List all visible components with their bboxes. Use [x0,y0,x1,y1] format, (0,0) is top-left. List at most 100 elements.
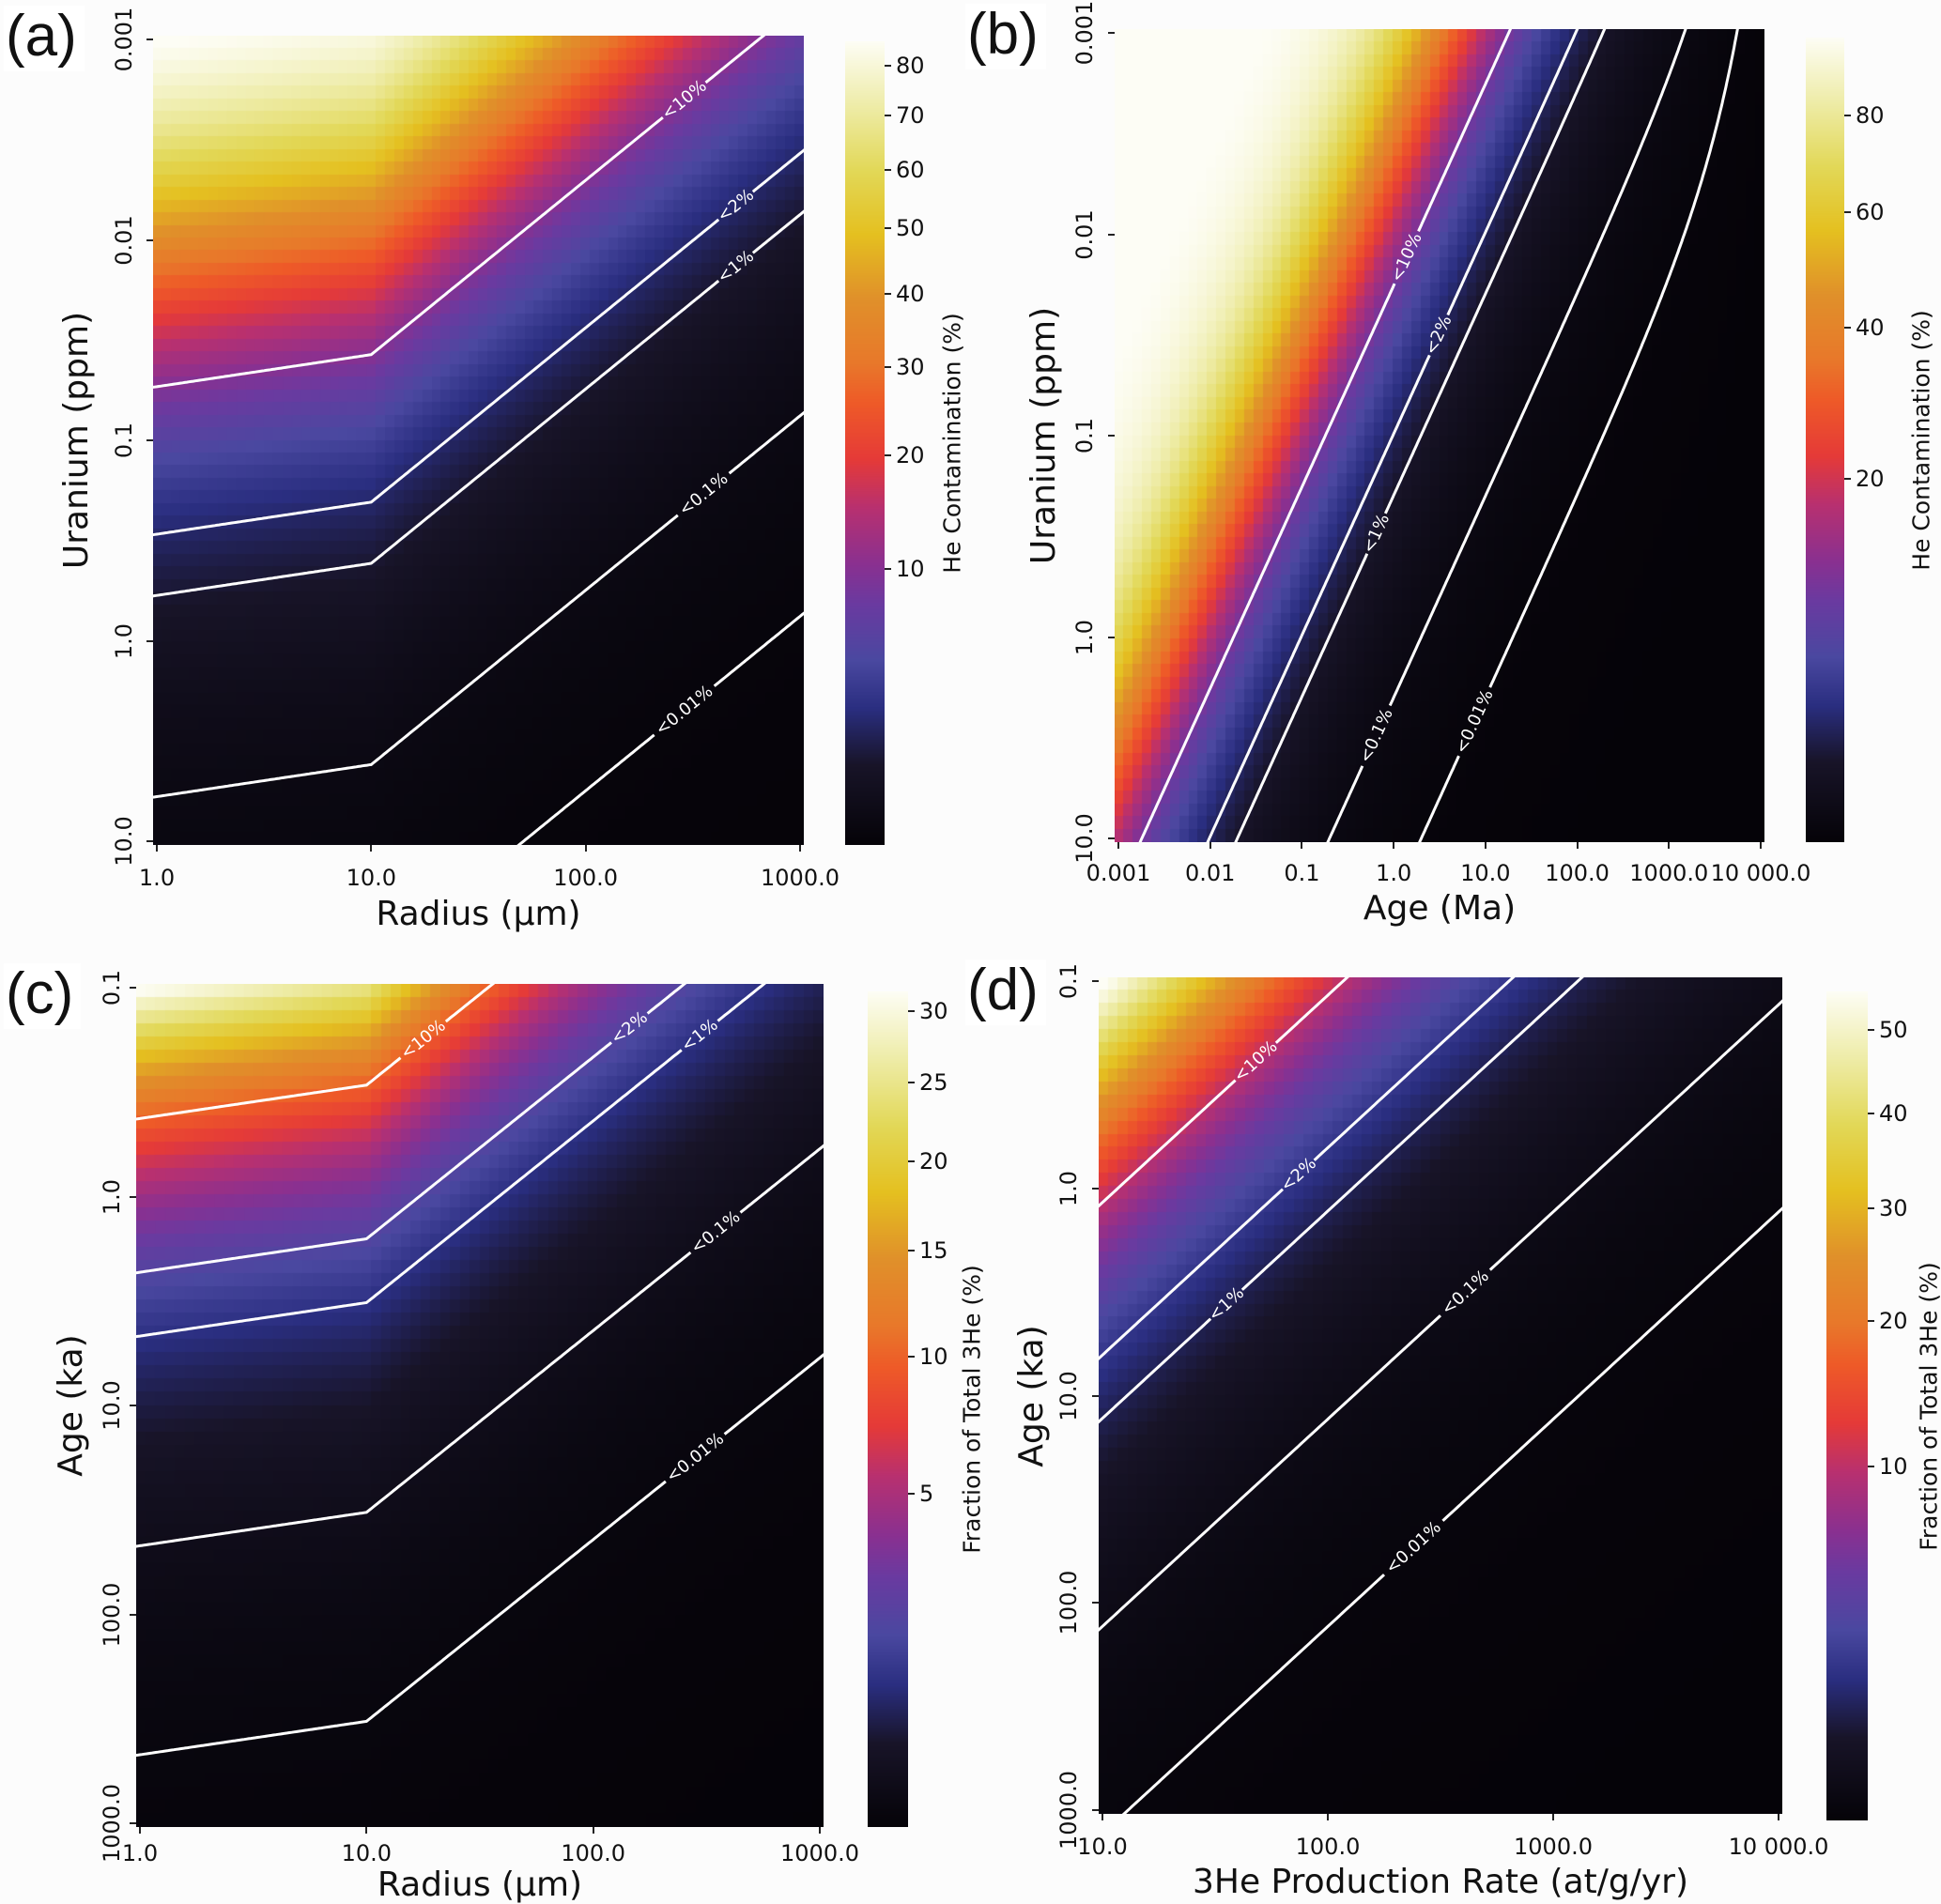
y-tick-mark [130,1405,136,1406]
x-tick-label: 10 000.0 [1728,1834,1829,1860]
colorbar-tick-mark [908,1159,915,1162]
colorbar-tick-mark [885,64,891,67]
y-tick-label: 0.01 [111,214,137,266]
y-tick-mark [1108,837,1115,839]
x-tick-mark [1778,1814,1779,1820]
y-tick-mark [146,840,153,842]
y-tick-label: 10.0 [1071,813,1098,864]
x-axis-label: Age (Ma) [1363,889,1517,928]
x-tick-mark [1576,842,1579,849]
colorbar-tick-label: 10 [919,1343,948,1370]
colorbar-tick-label: 20 [1856,465,1885,492]
y-tick-mark [146,439,153,441]
colorbar-tick-mark [1868,1319,1874,1322]
x-tick-label: 10.0 [1460,860,1511,886]
colorbar [1826,991,1868,1820]
y-tick-label: 0.1 [1055,962,1082,1000]
colorbar-tick-mark [908,1249,915,1251]
x-tick-mark [799,845,801,852]
y-tick-mark [1092,980,1099,982]
x-tick-label: 100.0 [553,865,619,891]
colorbar [845,41,885,845]
panel-label: (b) [965,4,1046,69]
heatmap [136,984,824,1827]
x-tick-mark [1101,1814,1103,1820]
colorbar-tick-label: 80 [1856,101,1885,129]
x-axis-label: Radius (µm) [377,1866,583,1904]
panel-label: (c) [4,963,82,1029]
colorbar-tick-label: 60 [896,156,925,183]
colorbar-label: Fraction of Total 3He (%) [1915,1261,1941,1551]
y-tick-label: 0.001 [1071,0,1098,66]
heatmap [1099,977,1782,1814]
colorbar [868,991,908,1827]
x-tick-mark [819,1827,821,1834]
x-tick-mark [365,1827,368,1834]
colorbar-tick-mark [885,568,891,571]
x-tick-label: 10.0 [341,1840,393,1866]
colorbar-tick-mark [885,453,891,456]
colorbar-tick-mark [1844,327,1851,330]
y-tick-label: 100.0 [1055,1570,1082,1635]
colorbar-tick-label: 30 [1879,1194,1908,1221]
colorbar-tick-label: 30 [896,354,925,381]
x-tick-mark [1393,842,1395,849]
colorbar-tick-label: 25 [919,1069,948,1097]
y-tick-mark [130,1195,136,1198]
x-tick-mark [1301,842,1303,849]
colorbar-tick-mark [885,227,891,230]
x-tick-label: 10.0 [1077,1834,1128,1860]
x-axis-label: Radius (µm) [376,895,581,933]
y-tick-mark [130,1822,136,1824]
colorbar-tick-mark [1844,114,1851,116]
x-tick-label: 100.0 [1295,1834,1361,1860]
y-axis-label: Uranium (ppm) [57,311,96,570]
y-tick-label: 0.01 [1071,208,1098,260]
y-tick-label: 10.0 [99,1380,125,1431]
x-tick-label: 10.0 [346,865,397,891]
y-tick-mark [146,38,153,40]
colorbar [1806,38,1844,842]
y-tick-mark [1092,1187,1099,1190]
y-tick-label: 1.0 [1055,1170,1082,1206]
colorbar-tick-label: 30 [919,998,948,1025]
y-tick-mark [1108,32,1115,34]
colorbar-tick-label: 40 [1879,1099,1908,1127]
x-tick-mark [1327,1814,1329,1820]
colorbar-tick-label: 10 [896,556,925,583]
x-tick-mark [1484,842,1487,849]
colorbar-tick-label: 60 [1856,199,1885,226]
panel-label: (d) [965,960,1046,1025]
panel-label: (a) [4,6,85,71]
y-tick-label: 1.0 [1071,619,1098,655]
colorbar-tick-mark [1868,1029,1874,1032]
x-tick-label: 100.0 [1545,860,1610,886]
y-tick-label: 10.0 [1055,1370,1082,1421]
y-tick-label: 0.1 [99,969,125,1006]
x-tick-mark [1117,842,1119,849]
colorbar-tick-mark [908,1493,915,1496]
colorbar-tick-mark [885,292,891,295]
x-tick-label: 1000.0 [1629,860,1709,886]
x-tick-label: 1.0 [121,1840,159,1866]
colorbar-tick-mark [1844,477,1851,480]
y-axis-label: Age (ka) [52,1334,90,1477]
x-tick-mark [592,1827,594,1834]
y-tick-mark [130,1613,136,1616]
colorbar-label: He Contamination (%) [938,313,966,574]
x-tick-mark [1668,842,1671,849]
colorbar-tick-label: 40 [896,280,925,307]
colorbar-tick-label: 70 [896,102,925,130]
x-tick-label: 1000.0 [1514,1834,1593,1860]
y-axis-label: Age (ka) [1012,1324,1051,1467]
x-tick-mark [370,845,373,852]
colorbar-tick-label: 80 [896,52,925,79]
colorbar-tick-mark [908,1010,915,1013]
colorbar-tick-mark [885,168,891,171]
y-tick-label: 0.001 [111,7,137,72]
x-tick-mark [1760,842,1762,849]
colorbar-tick-mark [1844,211,1851,214]
colorbar-tick-mark [885,115,891,117]
y-tick-label: 1.0 [111,622,137,659]
colorbar-tick-label: 5 [919,1481,934,1508]
